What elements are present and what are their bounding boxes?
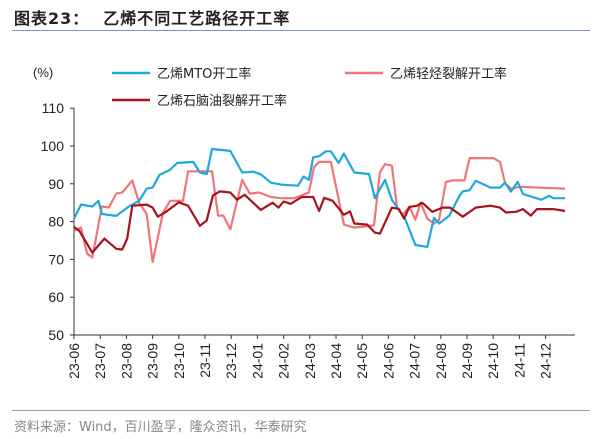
x-tick-label: 23-11 <box>197 343 213 378</box>
series-line-2 <box>73 190 566 254</box>
x-tick-label: 24-02 <box>276 343 292 379</box>
y-axis-unit: (%) <box>33 65 53 80</box>
y-tick-label: 90 <box>48 176 64 192</box>
y-tick-label: 100 <box>41 138 65 154</box>
series-lines <box>73 147 566 264</box>
x-tick-label: 24-12 <box>538 343 554 379</box>
figure-title: 图表23： 乙烯不同工艺路径开工率 <box>14 5 290 29</box>
y-tick-label: 70 <box>48 251 64 267</box>
x-tick-label: 24-09 <box>459 343 475 379</box>
x-tick-label: 24-05 <box>354 343 370 379</box>
series-line-1 <box>73 157 566 264</box>
y-tick-label: 80 <box>48 214 64 230</box>
x-tick-label: 23-09 <box>145 343 161 379</box>
axes: 50 60 70 80 90 100 110 23-06 23-07 23-08 23-09 23-1… <box>41 100 575 379</box>
series-line-0 <box>73 147 565 248</box>
x-tick-label: 23-06 <box>66 343 82 379</box>
figure-number: 图表23： <box>14 9 90 28</box>
legend-label-2: 乙烯石脑油裂解开工率 <box>157 93 287 109</box>
x-tick-label: 23-07 <box>92 343 108 379</box>
x-tick-label: 24-07 <box>407 343 423 379</box>
y-tick-label: 60 <box>48 289 64 305</box>
x-tick-label: 23-10 <box>171 343 187 379</box>
legend-label-1: 乙烯轻烃裂解开工率 <box>390 66 507 82</box>
y-tick-label: 110 <box>42 100 65 116</box>
x-tick-label: 24-06 <box>380 343 396 379</box>
x-tick-label: 23-12 <box>223 343 239 379</box>
y-tick-label: 50 <box>48 327 64 343</box>
legend-label-0: 乙烯MTO开工率 <box>157 66 251 82</box>
x-tick-label: 24-08 <box>433 343 449 379</box>
x-tick-label: 24-01 <box>249 343 265 379</box>
x-tick-label: 23-08 <box>118 343 134 379</box>
footer-divider <box>12 410 590 411</box>
x-tick-label: 24-11 <box>511 343 527 378</box>
x-tick-label: 24-10 <box>485 343 501 379</box>
source-note: 资料来源：Wind，百川盈孚，隆众资讯，华泰研究 <box>14 420 307 435</box>
x-tick-label: 24-04 <box>328 343 344 379</box>
figure-title-text: 乙烯不同工艺路径开工率 <box>103 9 291 28</box>
title-divider <box>12 30 590 31</box>
x-tick-label: 24-03 <box>302 343 318 379</box>
